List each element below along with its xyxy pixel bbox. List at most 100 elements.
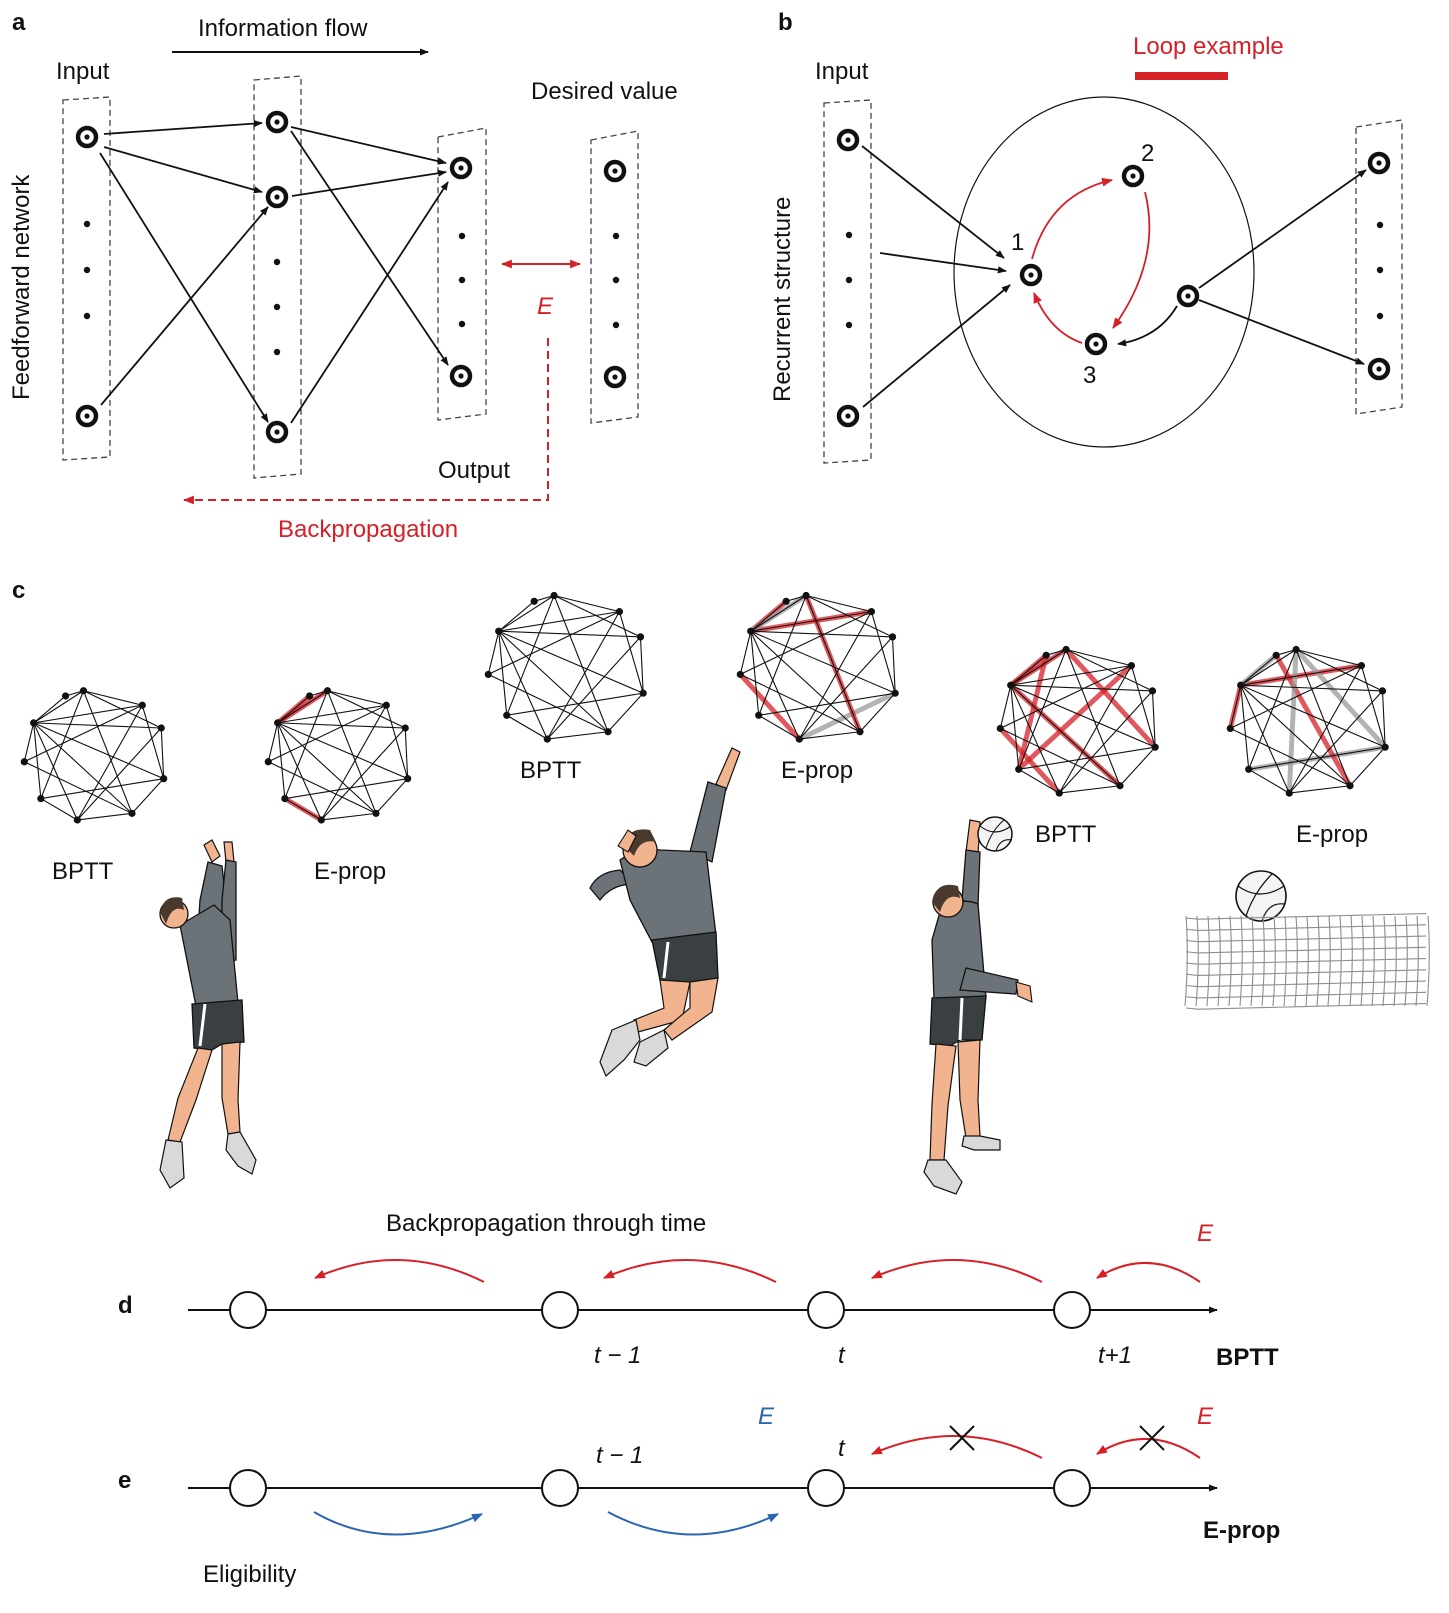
graph-edge (24, 704, 143, 763)
graph-edge (750, 595, 807, 632)
graph-edge (83, 690, 143, 706)
graph-node (1055, 789, 1063, 797)
eligibility-label: Eligibility (203, 1561, 296, 1588)
graph-node (157, 724, 165, 732)
graph-edge (326, 690, 377, 814)
graph-edge (321, 812, 377, 821)
graph-edge (740, 673, 861, 733)
graph-node (755, 711, 763, 719)
graph-edge (1130, 665, 1156, 748)
graph-edge (738, 672, 802, 741)
graph-edge (553, 595, 609, 732)
graph-node (1285, 789, 1293, 797)
graph-edge (1010, 684, 1156, 748)
graph-edge (277, 722, 408, 780)
graph-edge (1294, 647, 1388, 749)
net-line (1185, 991, 1427, 999)
net-line (1250, 915, 1254, 1007)
graph-node (1292, 645, 1300, 654)
panel-b-tag: b (778, 9, 793, 36)
graph-edge (1229, 685, 1242, 729)
net-line (1338, 915, 1342, 1007)
graph-edge (488, 611, 620, 675)
graph-edge (750, 631, 760, 716)
graph-edge (404, 727, 409, 779)
panel-c-tag: c (12, 577, 25, 604)
backpropagation-arrow (182, 338, 549, 505)
network-graph-5 (996, 645, 1159, 797)
graph-edge (1010, 684, 1060, 794)
graph-edge (750, 630, 861, 733)
net-line (1272, 915, 1276, 1007)
graph-node (30, 719, 38, 727)
player-serve-icon (923, 819, 1033, 1195)
graph-edge (1295, 649, 1351, 786)
graph-node (1007, 681, 1015, 689)
graph-node (1015, 765, 1023, 773)
panel-d-tag: d (118, 1292, 133, 1319)
net-line (1371, 915, 1375, 1007)
graph-node (1116, 782, 1124, 790)
panel-e-tag: e (118, 1467, 131, 1494)
graph-edge (891, 636, 896, 694)
net-line (1261, 915, 1265, 1007)
graph-edge (1289, 785, 1351, 794)
graph-node (323, 687, 332, 695)
graph-edge (1059, 785, 1121, 794)
blocked-cross-icon (949, 1425, 1165, 1451)
graph-edge (1240, 684, 1386, 748)
graph-node (79, 687, 88, 695)
graph-edge (1058, 665, 1132, 794)
state-node (807, 1469, 845, 1507)
node-label-2: 2 (1141, 140, 1154, 167)
net-line (1185, 980, 1427, 988)
graph-edge (488, 673, 609, 733)
graph-edge (1018, 649, 1067, 770)
graph-node (305, 692, 314, 700)
graph-edge (33, 722, 78, 821)
net-line (1382, 915, 1386, 1007)
graph-edge (1010, 685, 1020, 770)
graph-label-2: E-prop (314, 858, 386, 885)
graph-edge (82, 690, 133, 814)
panel-d: Backpropagation through time d E t − 1 t… (118, 1210, 1279, 1371)
network-graph-1 (20, 687, 168, 824)
graph-edge (498, 630, 609, 733)
graph-edge (798, 690, 897, 742)
network-graph-3 (484, 591, 647, 743)
graph-edge (1286, 649, 1299, 794)
graph-edge (40, 690, 85, 799)
graph-edge (375, 778, 409, 814)
recurrent-connections (861, 145, 1367, 408)
graph-edge (1230, 665, 1362, 729)
graph-edge (1018, 746, 1156, 770)
graph-edge (277, 695, 310, 724)
graph-edge (1017, 663, 1134, 772)
state-node (1053, 1469, 1091, 1507)
graph-node (888, 633, 897, 641)
recurrent-input-box (823, 99, 872, 464)
graph-node (530, 597, 538, 605)
graph-edge (327, 690, 387, 706)
panel-e: e E E t − 1 t Eligibility E-prop (118, 1403, 1280, 1588)
graph-edge (798, 636, 893, 740)
graph-node (1357, 662, 1366, 670)
graph-edge (859, 692, 896, 733)
time-label-e-1: t − 1 (596, 1442, 643, 1469)
graph-edge (1248, 746, 1386, 770)
net-line (1283, 915, 1287, 1007)
net-line (1239, 915, 1243, 1007)
net-line (1185, 969, 1427, 977)
graph-node (372, 809, 380, 817)
graph-edge (750, 630, 896, 694)
graph-edge (23, 722, 35, 762)
graph-edge (268, 761, 377, 814)
bptt-states (229, 1291, 1091, 1329)
eprop-states (229, 1469, 1091, 1507)
graph-node (495, 627, 503, 635)
net-line (1185, 935, 1427, 943)
state-node (229, 1291, 267, 1329)
graph-node (382, 701, 390, 709)
method-label-bptt: BPTT (1216, 1344, 1279, 1371)
net-line (1195, 915, 1199, 1007)
